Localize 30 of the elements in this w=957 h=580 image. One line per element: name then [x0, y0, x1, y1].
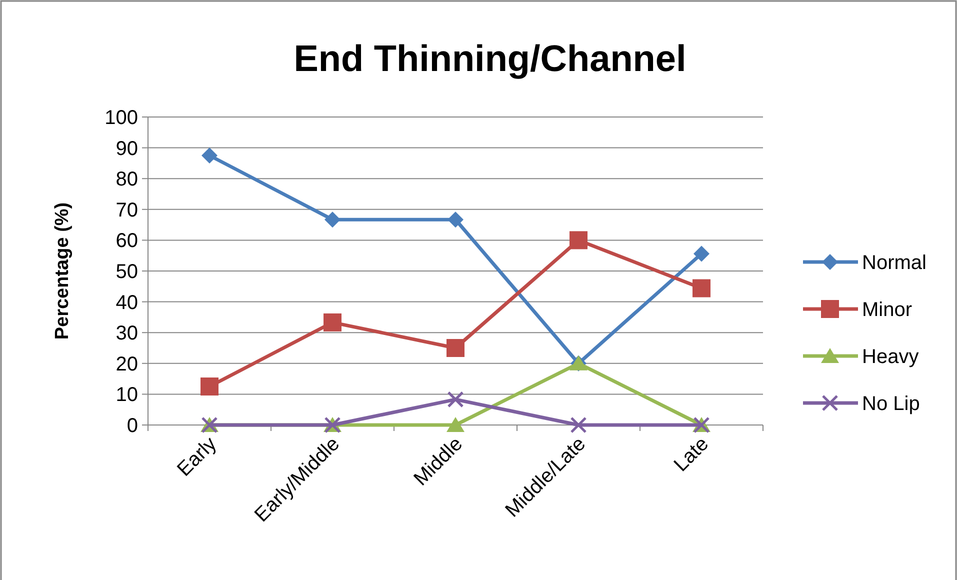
y-tick-label: 30 [116, 322, 138, 345]
point [448, 212, 464, 228]
point [200, 378, 218, 396]
point [570, 416, 587, 434]
legend-label: Minor [862, 299, 912, 321]
y-tick-label: 0 [126, 415, 138, 437]
y-tick-label: 60 [116, 230, 138, 252]
x-tick-label: Late [670, 432, 714, 476]
y-tick-label: 20 [116, 353, 138, 376]
point [694, 246, 710, 262]
legend-label: Heavy [862, 346, 919, 368]
y-axis-title: Percentage (%) [52, 202, 73, 340]
legend-label: Normal [862, 252, 926, 274]
point [324, 313, 342, 332]
chart-title: End Thinning/Channel [294, 38, 686, 79]
legend-label: No Lip [862, 393, 920, 415]
y-tick-label: 50 [116, 261, 138, 283]
point [446, 417, 464, 432]
y-tick-label: 10 [116, 384, 138, 406]
point [692, 279, 710, 298]
point [202, 148, 218, 164]
y-tick-label: 100 [104, 107, 138, 129]
y-tick-label: 80 [116, 168, 138, 191]
point [446, 339, 464, 357]
point [324, 212, 340, 228]
point [570, 231, 588, 250]
y-tick-label: 40 [116, 292, 138, 314]
y-tick-label: 70 [116, 199, 138, 222]
point [447, 391, 464, 408]
y-tick-label: 90 [116, 138, 138, 160]
